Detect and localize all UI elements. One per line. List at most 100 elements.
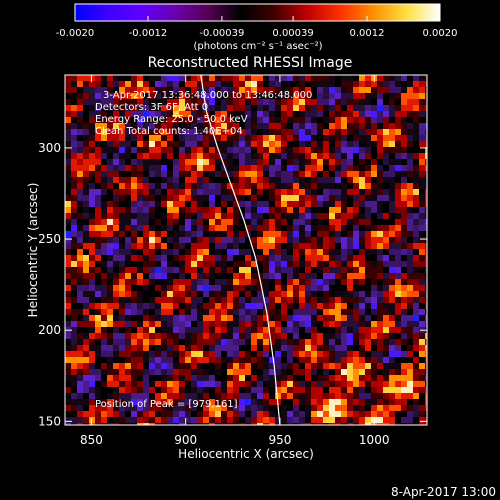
heatmap-cell — [119, 93, 125, 99]
heatmap-cell — [215, 315, 221, 321]
heatmap-cell — [185, 231, 191, 237]
heatmap-cell — [269, 129, 275, 135]
heatmap-cell — [137, 363, 143, 369]
heatmap-cell — [131, 153, 137, 159]
heatmap-cell — [407, 339, 413, 345]
heatmap-cell — [89, 327, 95, 333]
heatmap-cell — [323, 117, 329, 123]
heatmap-cell — [251, 327, 257, 333]
heatmap-cell — [197, 255, 203, 261]
heatmap-cell — [197, 177, 203, 183]
heatmap-cell — [161, 411, 167, 417]
heatmap-cell — [113, 345, 119, 351]
heatmap-cell — [221, 249, 227, 255]
heatmap-cell — [287, 189, 293, 195]
heatmap-cell — [377, 189, 383, 195]
heatmap-cell — [107, 135, 113, 141]
heatmap-cell — [257, 201, 263, 207]
heatmap-cell — [233, 393, 239, 399]
heatmap-cell — [293, 135, 299, 141]
heatmap-cell — [323, 153, 329, 159]
heatmap-cell — [263, 159, 269, 165]
heatmap-cell — [395, 171, 401, 177]
heatmap-cell — [191, 255, 197, 261]
heatmap-cell — [131, 201, 137, 207]
heatmap-cell — [101, 303, 107, 309]
heatmap-cell — [191, 177, 197, 183]
heatmap-cell — [137, 255, 143, 261]
heatmap-cell — [329, 291, 335, 297]
heatmap-cell — [83, 93, 89, 99]
heatmap-cell — [137, 423, 143, 425]
heatmap-cell — [281, 303, 287, 309]
heatmap-cell — [407, 189, 413, 195]
heatmap-cell — [101, 345, 107, 351]
heatmap-cell — [95, 381, 101, 387]
heatmap-cell — [413, 141, 419, 147]
heatmap-cell — [275, 393, 281, 399]
heatmap-cell — [281, 285, 287, 291]
heatmap-cell — [299, 213, 305, 219]
heatmap-cell — [347, 93, 353, 99]
heatmap-cell — [323, 333, 329, 339]
info-line-1: 3-Apr-2017 13:36:48.000 to 13:46:48.000 — [103, 90, 312, 101]
heatmap-cell — [107, 297, 113, 303]
heatmap-cell — [197, 141, 203, 147]
heatmap-cell — [95, 333, 101, 339]
heatmap-cell — [191, 423, 197, 425]
heatmap-cell — [179, 177, 185, 183]
heatmap-cell — [281, 99, 287, 105]
heatmap-cell — [371, 117, 377, 123]
heatmap-cell — [95, 207, 101, 213]
heatmap-cell — [365, 369, 371, 375]
heatmap-cell — [365, 387, 371, 393]
heatmap-cell — [269, 75, 275, 81]
heatmap-cell — [407, 303, 413, 309]
heatmap-cell — [113, 225, 119, 231]
heatmap-cell — [419, 147, 425, 153]
heatmap-cell — [89, 153, 95, 159]
heatmap-cell — [137, 333, 143, 339]
heatmap-cell — [305, 393, 311, 399]
heatmap-cell — [161, 219, 167, 225]
heatmap-cell — [299, 387, 305, 393]
heatmap-cell — [269, 393, 275, 399]
heatmap-cell — [119, 345, 125, 351]
heatmap-cell — [131, 141, 137, 147]
heatmap-cell — [287, 279, 293, 285]
heatmap-cell — [167, 417, 173, 423]
heatmap-cell — [323, 381, 329, 387]
heatmap-cell — [263, 399, 269, 405]
heatmap-cell — [65, 381, 71, 387]
heatmap-cell — [95, 75, 101, 81]
heatmap-cell — [137, 99, 143, 105]
heatmap-cell — [113, 393, 119, 399]
heatmap-cell — [77, 375, 83, 381]
heatmap-cell — [239, 135, 245, 141]
heatmap-cell — [131, 255, 137, 261]
heatmap-cell — [83, 357, 89, 363]
heatmap-cell — [263, 207, 269, 213]
heatmap-cell — [161, 357, 167, 363]
heatmap-cell — [197, 105, 203, 111]
heatmap-cell — [335, 243, 341, 249]
heatmap-cell — [179, 291, 185, 297]
heatmap-cell — [95, 255, 101, 261]
heatmap-cell — [161, 315, 167, 321]
heatmap-cell — [233, 99, 239, 105]
heatmap-cell — [209, 231, 215, 237]
heatmap-cell — [167, 171, 173, 177]
heatmap-cell — [107, 393, 113, 399]
heatmap-cell — [203, 75, 209, 81]
heatmap-cell — [215, 117, 221, 123]
heatmap-cell — [179, 405, 185, 411]
heatmap-cell — [221, 129, 227, 135]
heatmap-cell — [131, 267, 137, 273]
heatmap-cell — [215, 123, 221, 129]
heatmap-cell — [371, 303, 377, 309]
heatmap-cell — [125, 339, 131, 345]
heatmap-cell — [329, 345, 335, 351]
heatmap-cell — [341, 117, 347, 123]
heatmap-cell — [197, 147, 203, 153]
heatmap-cell — [293, 153, 299, 159]
